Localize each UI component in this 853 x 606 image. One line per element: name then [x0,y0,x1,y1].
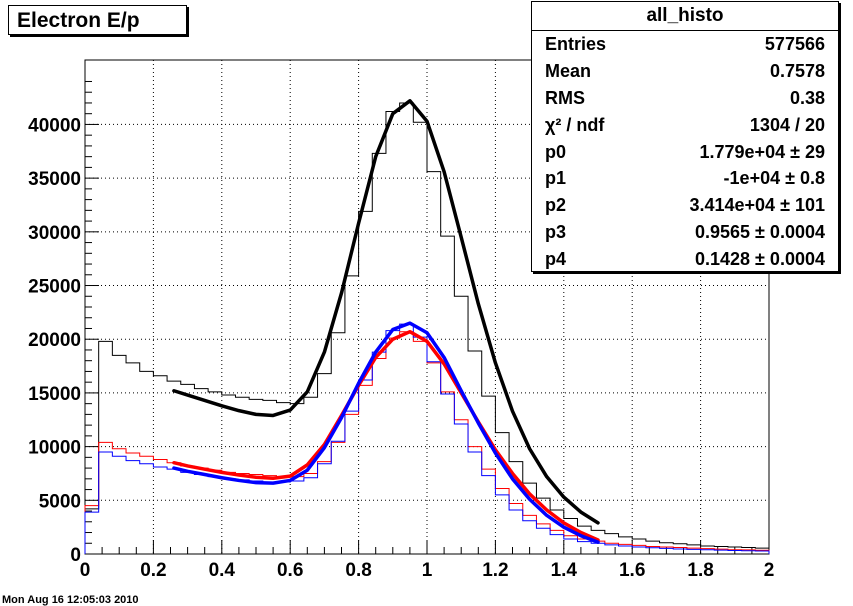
stats-row: p4 0.1428 ± 0.0004 [532,246,838,273]
stats-row: RMS 0.38 [532,85,838,112]
x-tick-label: 1 [422,560,433,581]
x-tick-label: 0.6 [277,560,303,581]
stats-value: 1.779e+04 ± 29 [699,141,826,162]
stats-key: p1 [545,168,567,189]
stats-rows: Entries 577566 Mean 0.7578 RMS 0.38 χ² / ndf 13… [532,31,838,273]
histogram-series [84,323,770,554]
fit-curve [172,329,600,542]
stats-row: p0 1.779e+04 ± 29 [532,139,838,166]
stats-key: χ² / ndf [545,114,605,135]
y-tick-label: 20000 [28,330,81,351]
stats-key: RMS [545,87,585,108]
x-tick-label: 1.6 [619,560,645,581]
data-series [84,99,770,554]
stats-key: p2 [545,195,567,216]
stats-key: p3 [545,222,567,243]
stats-row: p3 0.9565 ± 0.0004 [532,219,838,246]
stats-value: 1304 / 20 [749,114,825,135]
y-tick-label: 15000 [28,384,81,405]
x-tick-label: 2 [764,560,775,581]
stats-value: 577566 [764,34,825,54]
fit-curve [172,321,600,544]
chart-title: Electron E/p [8,5,187,35]
stats-box: all_histo Entries 577566 Mean 0.7578 RMS 0.38… [531,1,839,272]
stats-row: Mean 0.7578 [532,58,838,85]
y-tick-label: 0 [70,545,81,566]
y-tick-label: 35000 [28,169,81,190]
stats-value: 0.1428 ± 0.0004 [695,249,825,270]
x-tick-label: 0.4 [209,560,236,581]
x-tick-label: 0.8 [345,560,371,581]
x-tick-label: 1.8 [687,560,713,581]
y-tick-label: 10000 [28,438,81,459]
stats-value: 0.7578 [769,60,825,81]
y-tick-label: 5000 [39,491,81,512]
y-tick-label: 25000 [28,277,81,298]
stats-row: p1 -1e+04 ± 0.8 [532,165,838,192]
y-tick-label: 40000 [28,115,81,136]
x-tick-label: 1.4 [551,560,578,581]
stats-key: p4 [545,249,567,270]
stats-value: 3.414e+04 ± 101 [689,195,825,216]
histogram-series [84,102,770,554]
stats-key: Entries [545,34,607,54]
stats-value: -1e+04 ± 0.8 [723,168,825,189]
x-tick-label: 1.2 [482,560,508,581]
fit-curve [172,99,600,525]
stats-key: Mean [545,60,592,81]
y-tick-label: 30000 [28,223,81,244]
stats-value: 0.38 [789,87,825,108]
stats-key: p0 [545,141,567,162]
stats-row: Entries 577566 [532,31,838,58]
stats-value: 0.9565 ± 0.0004 [695,222,825,243]
stats-title: all_histo [532,2,838,31]
axes: 0 0.2 0.4 0.6 0.8 1 1.2 1.4 1.6 1.8 2 0 5000 10000 150… [28,80,775,581]
x-tick-label: 0.2 [140,560,166,581]
stats-row: p2 3.414e+04 ± 101 [532,192,838,219]
stats-row: χ² / ndf 1304 / 20 [532,112,838,139]
footer-timestamp: Mon Aug 16 12:05:03 2010 [2,594,139,606]
x-tick-label: 0 [80,560,91,581]
